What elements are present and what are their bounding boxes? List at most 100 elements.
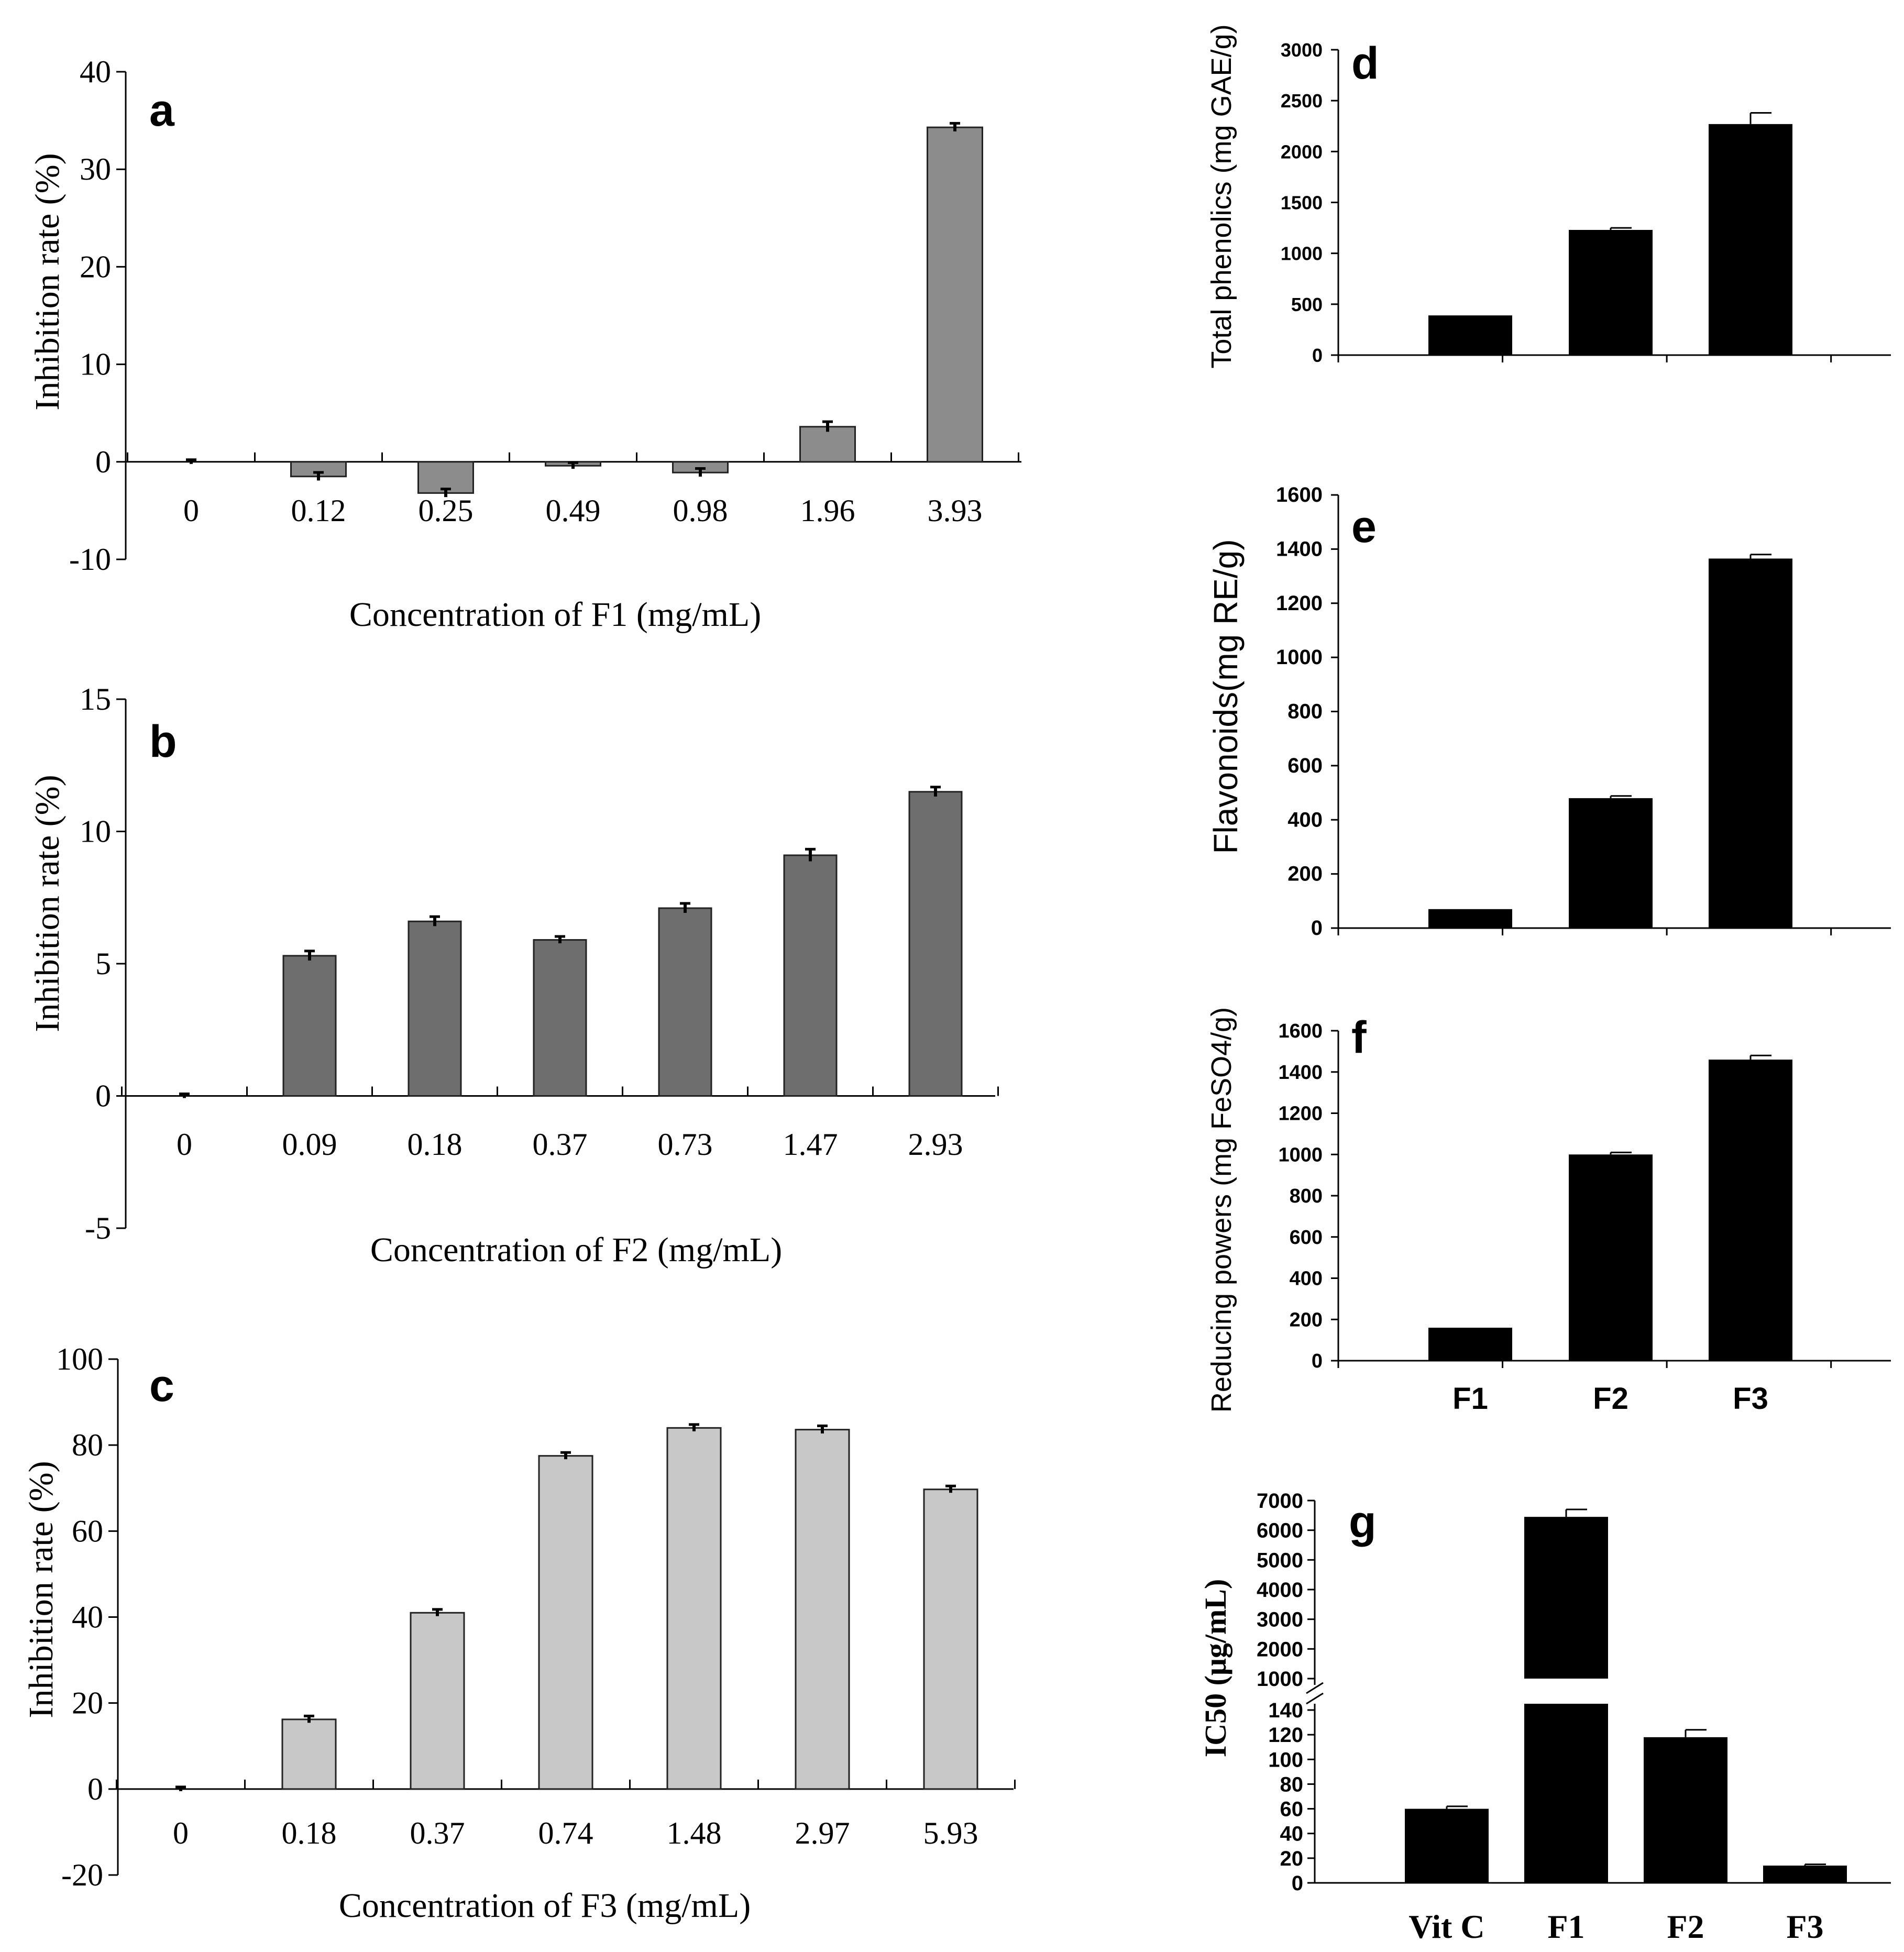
y-tick-label: 20 [80, 249, 111, 284]
y-tick-label: 60 [1280, 1798, 1304, 1821]
panel-d-yticks: 0 500 1000 1500 2000 2500 3000 [1281, 39, 1323, 366]
bar [408, 920, 462, 1097]
x-tick-label: 1.47 [783, 1127, 838, 1162]
y-tick-label: 40 [80, 54, 111, 89]
panel-e-yticks: 0 200 400 600 800 1000 1200 1400 1600 [1276, 483, 1323, 940]
bar [666, 1427, 722, 1790]
panel-g-ylabel: IC50 (μg/mL) [1198, 1579, 1232, 1758]
panel-b: 0 0.09 0.18 0.37 0.73 1.47 2.93 -5 0 5 10 15 b Inh… [28, 682, 999, 1269]
y-tick-label: 1600 [1278, 1020, 1323, 1042]
panel-f: F1 F2 F3 0 200 400 600 800 1000 1200 1400 1600 f R… [1206, 1007, 1891, 1416]
x-tick-label: F3 [1786, 1908, 1823, 1945]
y-tick-label: 40 [72, 1600, 103, 1635]
bar [1428, 909, 1512, 928]
y-tick-label: 1000 [1276, 646, 1323, 669]
y-tick-label: 1000 [1257, 1668, 1303, 1691]
y-tick-label: -20 [61, 1858, 103, 1892]
x-tick-label: 1.48 [667, 1816, 722, 1850]
bar [795, 1429, 850, 1790]
bar [799, 426, 856, 463]
panel-g-xticks: Vit C F1 F2 F3 [1408, 1908, 1823, 1945]
y-tick-label: 20 [72, 1686, 103, 1721]
bar [1709, 558, 1792, 928]
x-tick-label: 0 [183, 493, 199, 528]
bar [908, 791, 963, 1097]
y-tick-label: 100 [56, 1342, 103, 1376]
panel-a: 0 0.12 0.25 0.49 0.98 1.96 3.93 -10 0 10 20 30 40 a… [28, 54, 1021, 634]
bar [1405, 1808, 1489, 1883]
panel-f-yticks: 0 200 400 600 800 1000 1200 1400 1600 [1278, 1020, 1323, 1372]
y-tick-label: 0 [1292, 1872, 1303, 1895]
y-tick-label: 2000 [1281, 141, 1323, 162]
y-tick-label: 5000 [1257, 1549, 1303, 1572]
y-tick-label: 200 [1290, 1309, 1323, 1331]
y-tick-label: 0 [1311, 917, 1323, 940]
x-tick-label: 3.93 [928, 493, 983, 528]
x-tick-label: 0 [173, 1816, 189, 1850]
y-tick-label: 3000 [1281, 39, 1323, 61]
bar [923, 1488, 978, 1790]
y-tick-label: 2000 [1257, 1638, 1303, 1661]
y-tick-label: 15 [80, 682, 111, 716]
bar [1709, 1060, 1792, 1361]
panel-c-yticks: -20 0 20 40 60 80 100 [56, 1342, 103, 1892]
y-tick-label: 0 [95, 445, 111, 479]
x-tick-label: 0.18 [282, 1816, 337, 1850]
panel-b-yticks: -5 0 5 10 15 [80, 682, 111, 1245]
panel-a-xticks: 0 0.12 0.25 0.49 0.98 1.96 3.93 [183, 493, 983, 528]
x-tick-label: 0 [177, 1127, 192, 1162]
x-tick-label: 2.97 [795, 1816, 850, 1850]
x-tick-label: 0.37 [533, 1127, 588, 1162]
bar [658, 907, 712, 1097]
panel-c-bars [175, 1423, 978, 1791]
y-tick-label: 1200 [1276, 592, 1323, 615]
panel-b-letter: b [149, 716, 177, 767]
panel-a-letter: a [149, 85, 175, 136]
panel-a-xlabel: Concentration of F1 (mg/mL) [349, 595, 761, 634]
panel-f-letter: f [1351, 1012, 1367, 1063]
y-tick-label: 60 [72, 1514, 103, 1548]
x-tick-label: 2.93 [908, 1127, 963, 1162]
y-tick-label: 1600 [1276, 483, 1323, 506]
y-tick-label: 7000 [1257, 1490, 1303, 1513]
y-tick-label: 600 [1287, 754, 1323, 777]
panel-a-ylabel: Inhibition rate (%) [28, 153, 67, 410]
y-tick-label: 0 [1312, 345, 1323, 366]
bar [533, 939, 587, 1097]
panel-d-letter: d [1351, 38, 1379, 89]
panel-a-bars [186, 122, 983, 498]
y-tick-label: 200 [1287, 863, 1323, 886]
bar [410, 1612, 465, 1790]
y-tick-label: 0 [95, 1079, 111, 1113]
panel-g: Vit C F1 F2 F3 1000200030004000500060007000… [1198, 1490, 1891, 1945]
x-tick-label: F3 [1733, 1382, 1768, 1416]
panel-a-yticks: -10 0 10 20 30 40 [69, 54, 111, 577]
bar-lower [1524, 1704, 1608, 1883]
panel-f-bars [1428, 1054, 1792, 1361]
panel-e: 0 200 400 600 800 1000 1200 1400 1600 e Flavonoi… [1207, 483, 1891, 940]
x-tick-label: 0.98 [673, 493, 728, 528]
bar [1569, 229, 1653, 355]
panel-f-ylabel: Reducing powers (mg FeSO4/g) [1206, 1007, 1237, 1413]
y-tick-label: -10 [69, 542, 111, 577]
y-tick-label: 40 [1280, 1823, 1304, 1846]
x-tick-label: 0.74 [538, 1816, 593, 1850]
x-tick-label: F1 [1452, 1382, 1488, 1416]
y-tick-label: 0 [87, 1772, 103, 1806]
panel-g-yticks: 1000 2000 3000 4000 5000 6000 7000 020406080100… [1257, 1490, 1303, 1895]
y-tick-label: 1200 [1278, 1103, 1323, 1125]
panel-b-ylabel: Inhibition rate (%) [28, 775, 67, 1032]
bar [281, 1718, 337, 1790]
panel-g-bars [1405, 1508, 1847, 1883]
panel-b-bars [179, 786, 963, 1098]
y-tick-label: 120 [1268, 1724, 1303, 1747]
panel-e-letter: e [1351, 502, 1377, 552]
panel-e-ylabel: Flavonoids(mg RE/g) [1207, 539, 1245, 854]
x-tick-label: Vit C [1408, 1908, 1484, 1945]
x-tick-label: F2 [1593, 1382, 1628, 1416]
x-tick-label: 0.49 [546, 493, 601, 528]
x-tick-label: 5.93 [923, 1816, 978, 1850]
x-tick-label: F2 [1667, 1908, 1704, 1945]
y-tick-label: 6000 [1257, 1519, 1303, 1542]
